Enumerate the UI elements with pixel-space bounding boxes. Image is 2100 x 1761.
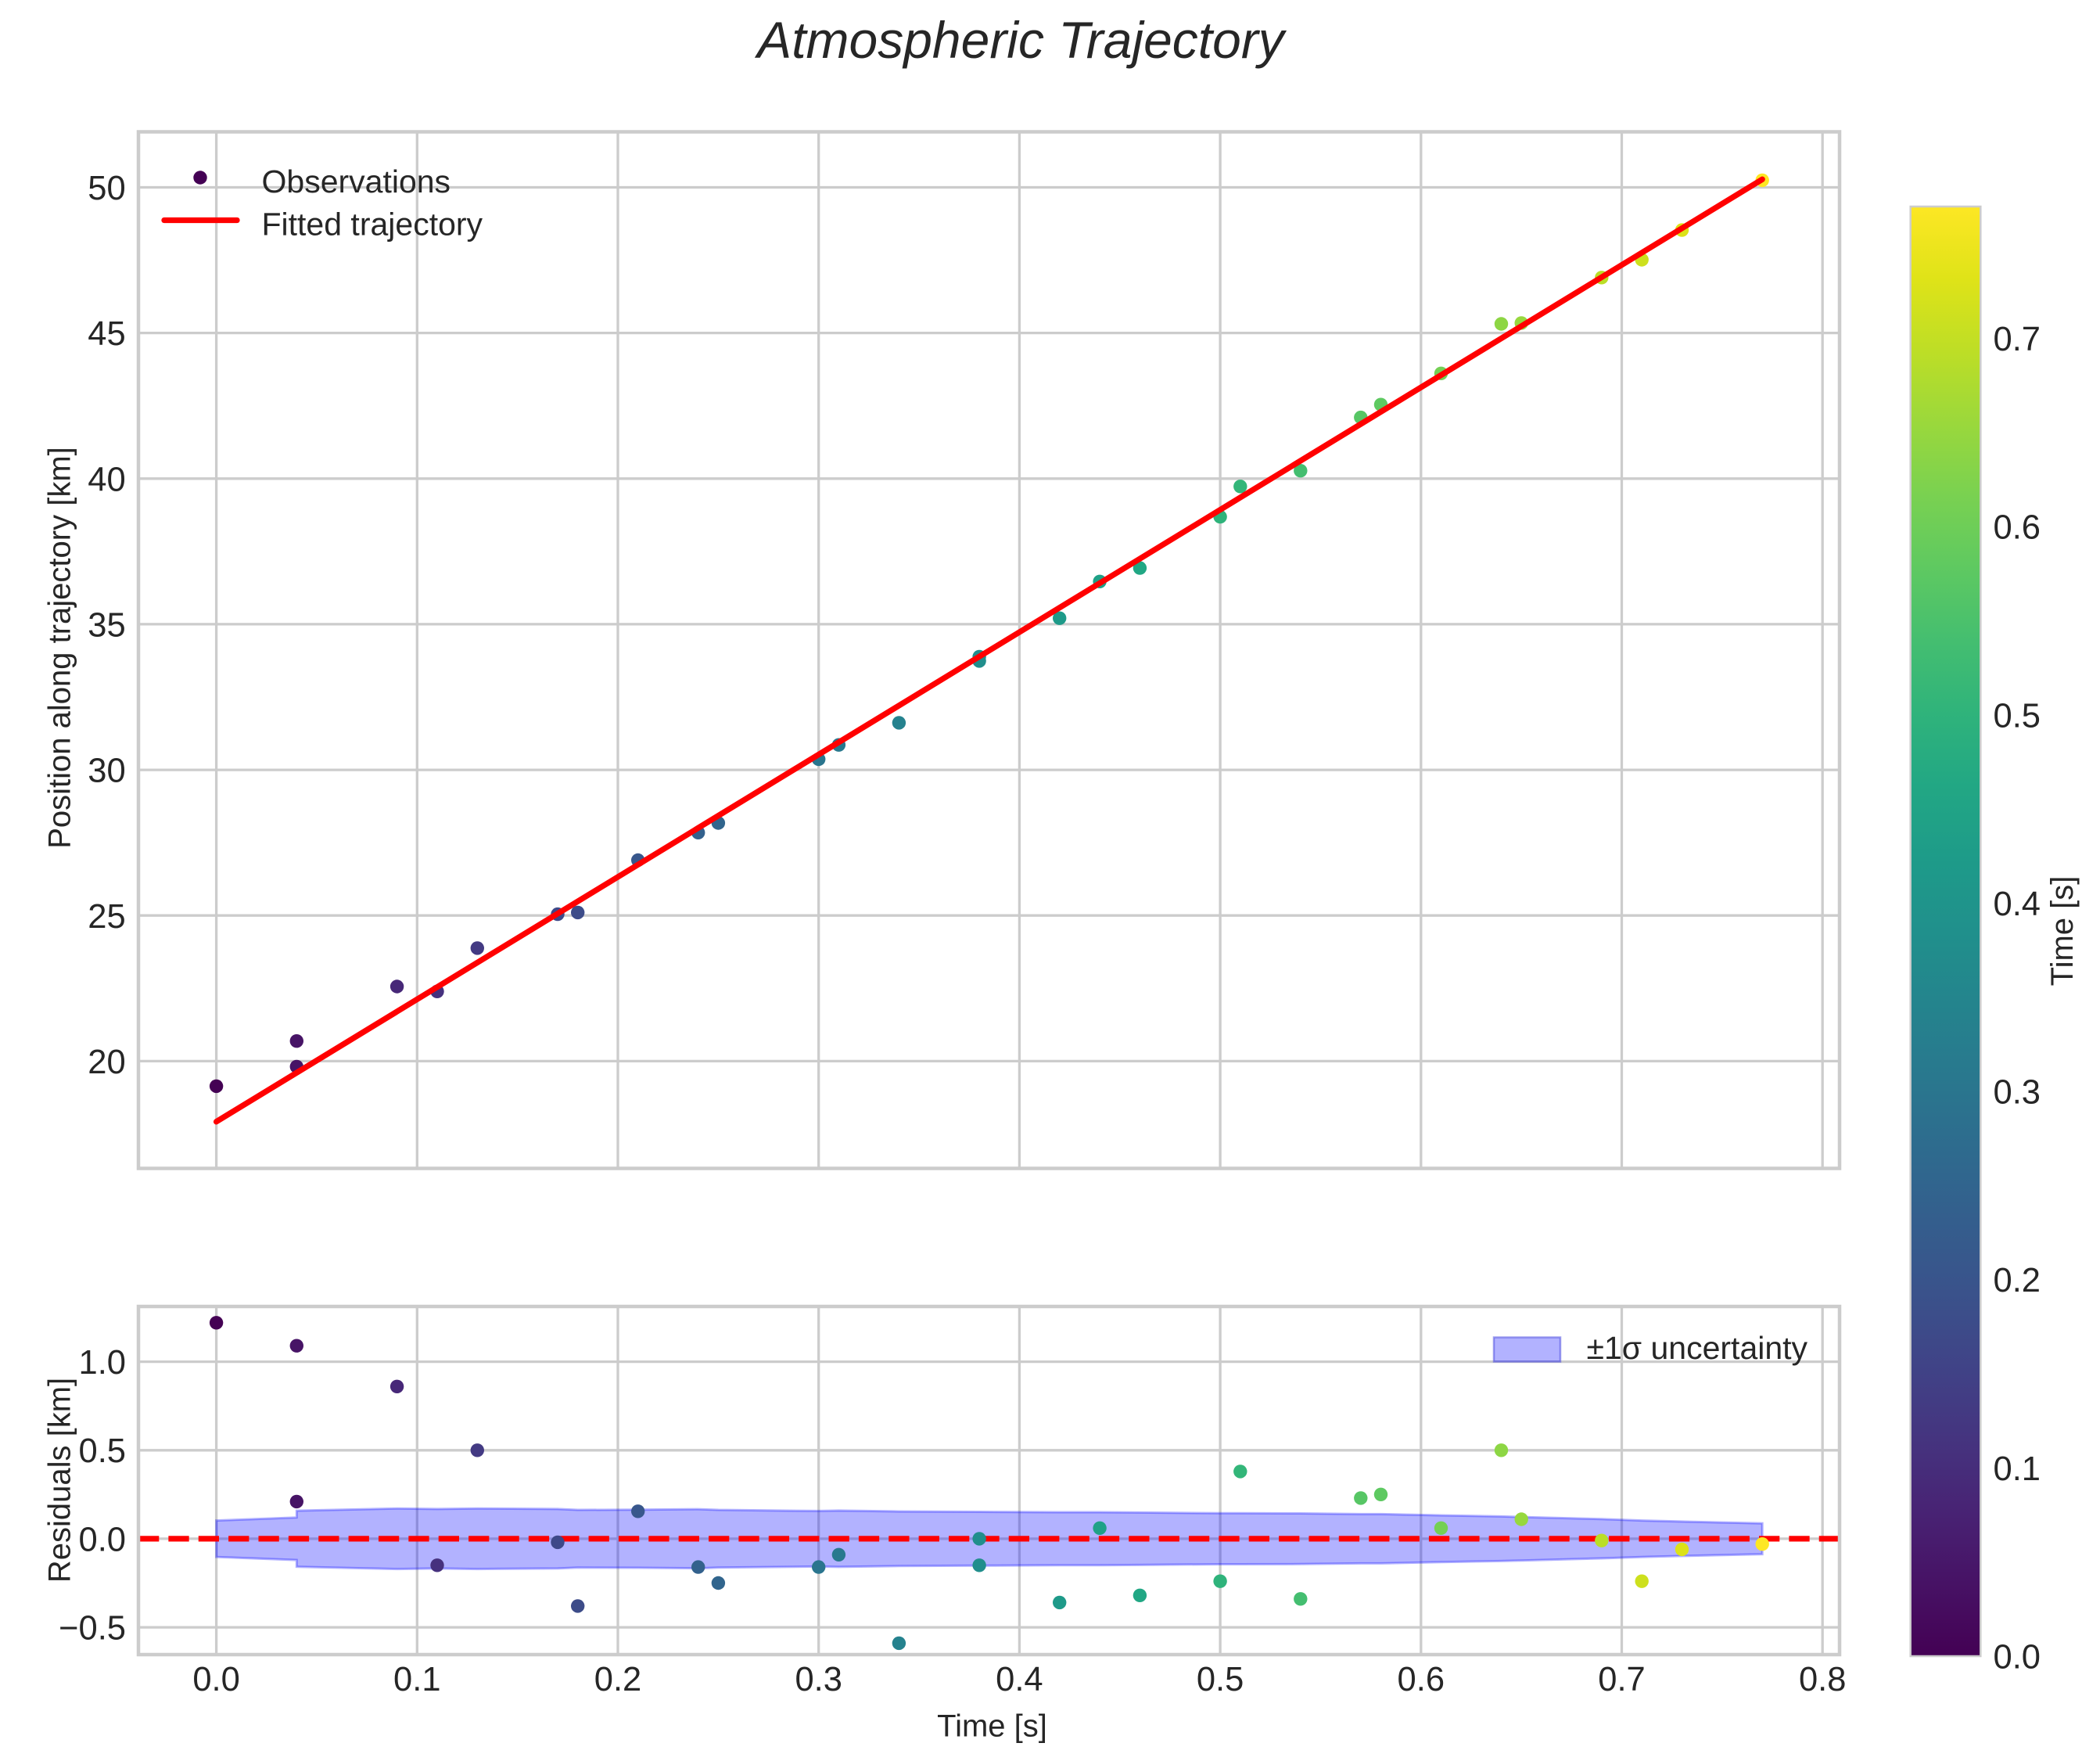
svg-text:0.1: 0.1: [1994, 1450, 2041, 1488]
svg-text:Fitted trajectory: Fitted trajectory: [262, 207, 483, 243]
svg-text:Atmospheric Trajectory: Atmospheric Trajectory: [754, 11, 1287, 69]
svg-text:20: 20: [88, 1044, 125, 1081]
svg-text:Time [s]: Time [s]: [937, 1709, 1047, 1744]
svg-text:0.0: 0.0: [1994, 1639, 2041, 1677]
svg-text:0.2: 0.2: [1994, 1262, 2041, 1299]
svg-text:0.1: 0.1: [393, 1661, 440, 1698]
svg-text:0.5: 0.5: [1994, 697, 2041, 735]
svg-text:30: 30: [88, 753, 125, 790]
svg-text:40: 40: [88, 461, 125, 498]
svg-text:45: 45: [88, 315, 125, 353]
svg-text:0.0: 0.0: [79, 1521, 126, 1558]
svg-text:0.2: 0.2: [594, 1661, 641, 1698]
svg-text:0.6: 0.6: [1994, 509, 2041, 547]
svg-text:0.3: 0.3: [795, 1661, 842, 1698]
svg-text:0.4: 0.4: [1994, 886, 2041, 923]
svg-text:±1σ uncertainty: ±1σ uncertainty: [1587, 1330, 1808, 1366]
svg-text:−0.5: −0.5: [59, 1610, 126, 1648]
svg-text:0.4: 0.4: [996, 1661, 1043, 1698]
svg-text:0.7: 0.7: [1994, 321, 2041, 358]
svg-text:35: 35: [88, 606, 125, 644]
svg-text:0.7: 0.7: [1598, 1661, 1645, 1698]
svg-text:0.5: 0.5: [79, 1432, 126, 1470]
svg-text:1.0: 1.0: [79, 1344, 126, 1382]
svg-text:50: 50: [88, 170, 125, 207]
svg-text:25: 25: [88, 898, 125, 936]
svg-text:0.0: 0.0: [192, 1661, 239, 1698]
svg-text:0.3: 0.3: [1994, 1074, 2041, 1112]
svg-text:0.8: 0.8: [1799, 1661, 1846, 1698]
svg-text:Observations: Observations: [262, 164, 451, 199]
svg-text:Time [s]: Time [s]: [2045, 876, 2080, 987]
svg-text:Residuals [km]: Residuals [km]: [43, 1378, 77, 1583]
svg-text:0.6: 0.6: [1398, 1661, 1445, 1698]
svg-text:Position along trajectory [km]: Position along trajectory [km]: [43, 447, 77, 849]
svg-text:0.5: 0.5: [1197, 1661, 1244, 1698]
